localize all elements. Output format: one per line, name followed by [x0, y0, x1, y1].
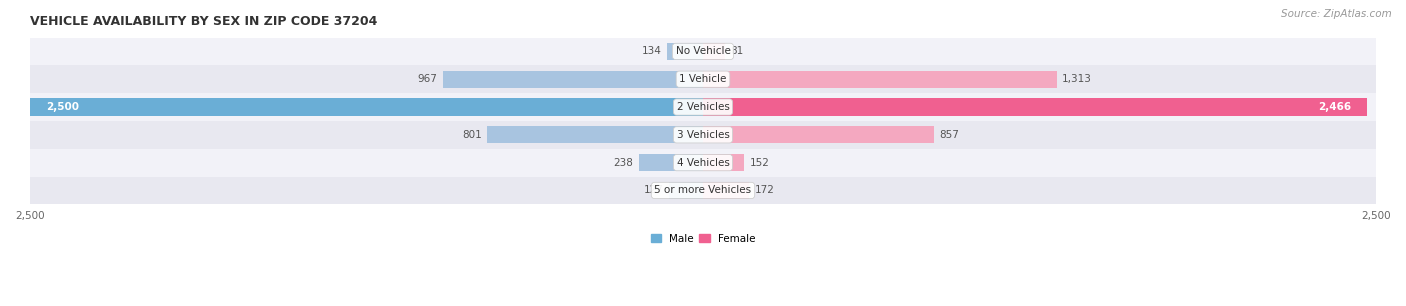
Bar — [30, 177, 1376, 204]
Legend: Male, Female: Male, Female — [647, 230, 759, 248]
Text: 2,466: 2,466 — [1317, 102, 1351, 112]
Text: 152: 152 — [749, 158, 769, 168]
Bar — [488, 126, 703, 144]
Text: 1 Vehicle: 1 Vehicle — [679, 74, 727, 84]
Bar — [30, 99, 703, 116]
Text: 81: 81 — [730, 47, 744, 56]
Text: 857: 857 — [939, 130, 959, 140]
Text: 3 Vehicles: 3 Vehicles — [676, 130, 730, 140]
Bar — [30, 121, 1376, 149]
Bar — [703, 182, 749, 199]
Bar — [703, 71, 1056, 88]
Bar — [703, 154, 744, 171]
Text: 134: 134 — [641, 47, 662, 56]
Text: 2 Vehicles: 2 Vehicles — [676, 102, 730, 112]
Bar — [443, 71, 703, 88]
Bar — [30, 93, 1376, 121]
Bar — [638, 154, 703, 171]
Text: 238: 238 — [613, 158, 634, 168]
Bar — [666, 43, 703, 60]
Text: 2,500: 2,500 — [46, 102, 79, 112]
Text: 5 or more Vehicles: 5 or more Vehicles — [654, 185, 752, 196]
Text: 801: 801 — [463, 130, 482, 140]
Bar — [30, 38, 1376, 65]
Text: No Vehicle: No Vehicle — [675, 47, 731, 56]
Text: 967: 967 — [418, 74, 437, 84]
Text: Source: ZipAtlas.com: Source: ZipAtlas.com — [1281, 9, 1392, 19]
Bar — [30, 149, 1376, 177]
Text: 127: 127 — [644, 185, 664, 196]
Bar — [703, 99, 1367, 116]
Bar — [669, 182, 703, 199]
Bar — [703, 43, 725, 60]
Bar — [703, 126, 934, 144]
Text: VEHICLE AVAILABILITY BY SEX IN ZIP CODE 37204: VEHICLE AVAILABILITY BY SEX IN ZIP CODE … — [30, 15, 377, 28]
Text: 172: 172 — [755, 185, 775, 196]
Text: 4 Vehicles: 4 Vehicles — [676, 158, 730, 168]
Bar — [30, 65, 1376, 93]
Text: 1,313: 1,313 — [1062, 74, 1092, 84]
